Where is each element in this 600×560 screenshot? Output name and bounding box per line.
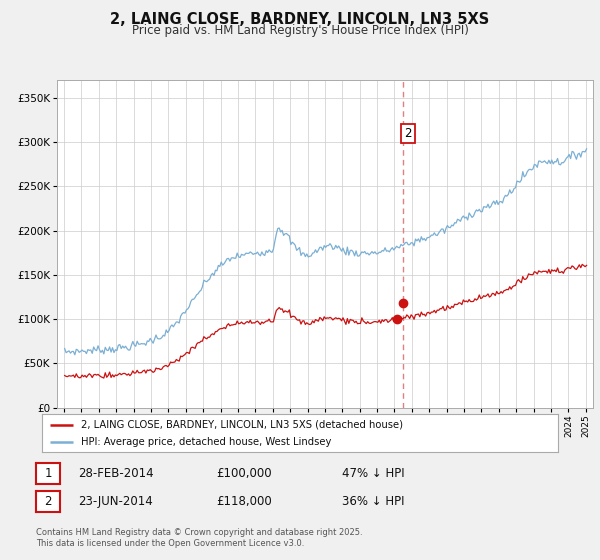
Text: £100,000: £100,000 [216,466,272,480]
Text: 2, LAING CLOSE, BARDNEY, LINCOLN, LN3 5XS (detached house): 2, LAING CLOSE, BARDNEY, LINCOLN, LN3 5X… [80,419,403,430]
Text: 36% ↓ HPI: 36% ↓ HPI [342,494,404,508]
Text: 1: 1 [44,466,52,480]
Text: Price paid vs. HM Land Registry's House Price Index (HPI): Price paid vs. HM Land Registry's House … [131,24,469,36]
Text: HPI: Average price, detached house, West Lindsey: HPI: Average price, detached house, West… [80,437,331,447]
Text: Contains HM Land Registry data © Crown copyright and database right 2025.
This d: Contains HM Land Registry data © Crown c… [36,528,362,548]
Text: £118,000: £118,000 [216,494,272,508]
Text: 2: 2 [404,127,412,139]
Text: 2: 2 [44,494,52,508]
Text: 23-JUN-2014: 23-JUN-2014 [78,494,153,508]
Text: 47% ↓ HPI: 47% ↓ HPI [342,466,404,480]
Text: 28-FEB-2014: 28-FEB-2014 [78,466,154,480]
Text: 2, LAING CLOSE, BARDNEY, LINCOLN, LN3 5XS: 2, LAING CLOSE, BARDNEY, LINCOLN, LN3 5X… [110,12,490,27]
